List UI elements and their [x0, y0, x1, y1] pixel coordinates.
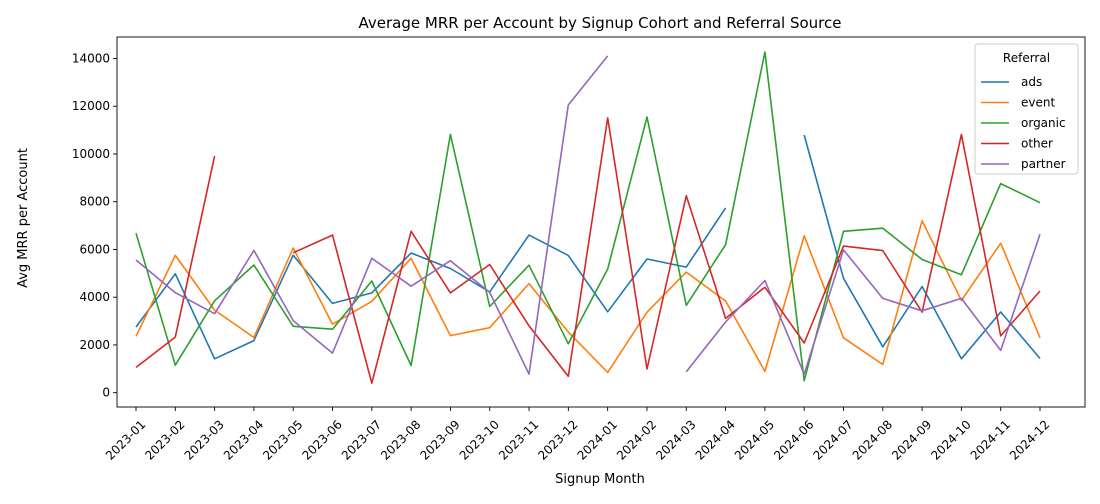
- y-tick-label: 0: [102, 386, 110, 400]
- x-tick-label: 2023-01: [103, 417, 148, 462]
- x-tick-label: 2023-08: [378, 417, 423, 462]
- series-line-event: [135, 220, 1041, 374]
- y-tick-label: 10000: [72, 147, 110, 161]
- chart-title: Average MRR per Account by Signup Cohort…: [359, 14, 842, 32]
- legend-label-organic: organic: [1021, 116, 1066, 130]
- x-tick-label: 2023-09: [417, 417, 462, 462]
- x-axis-label: Signup Month: [555, 472, 645, 487]
- x-tick-label: 2024-11: [968, 417, 1013, 462]
- x-tick-label: 2024-10: [928, 417, 973, 462]
- x-tick-label: 2024-03: [653, 417, 698, 462]
- y-axis-label: Avg MRR per Account: [16, 148, 31, 288]
- x-tick-label: 2023-06: [300, 417, 345, 462]
- x-tick-label: 2023-10: [457, 417, 502, 462]
- x-tick-label: 2023-07: [339, 417, 384, 462]
- x-tick-label: 2023-02: [142, 417, 187, 462]
- series-line-organic: [135, 51, 1041, 382]
- x-tick-label: 2024-02: [614, 417, 659, 462]
- series-group: [135, 51, 1041, 384]
- x-tick-label: 2024-07: [810, 417, 855, 462]
- series-line-partner: [135, 55, 1041, 375]
- x-axis: 2023-012023-022023-032023-042023-052023-…: [103, 407, 1052, 463]
- series-line-other: [135, 117, 1041, 384]
- x-tick-label: 2023-11: [496, 417, 541, 462]
- plot-area: [116, 36, 1086, 408]
- x-tick-label: 2024-12: [1007, 417, 1052, 462]
- x-tick-label: 2023-03: [182, 417, 227, 462]
- x-tick-label: 2023-12: [535, 417, 580, 462]
- x-tick-label: 2024-06: [771, 417, 816, 462]
- y-tick-label: 4000: [79, 290, 110, 304]
- legend-label-ads: ads: [1021, 75, 1042, 89]
- x-tick-label: 2023-05: [260, 417, 305, 462]
- y-tick-label: 14000: [72, 51, 110, 65]
- y-tick-label: 12000: [72, 99, 110, 113]
- x-tick-label: 2024-04: [693, 417, 738, 462]
- x-tick-label: 2024-05: [732, 417, 777, 462]
- y-axis: 0 2000 4000 6000 8000 10000 12000 14000: [72, 51, 117, 400]
- y-tick-label: 8000: [79, 195, 110, 209]
- y-tick-label: 2000: [79, 338, 110, 352]
- plot-frame: [116, 36, 1086, 408]
- x-tick-label: 2024-09: [889, 417, 934, 462]
- legend-label-event: event: [1021, 96, 1055, 110]
- y-tick-label: 6000: [79, 242, 110, 256]
- legend-label-partner: partner: [1021, 157, 1066, 171]
- x-tick-label: 2023-04: [221, 417, 266, 462]
- legend-label-other: other: [1021, 137, 1053, 151]
- x-tick-label: 2024-01: [575, 417, 620, 462]
- legend-title: Referral: [1003, 51, 1050, 65]
- legend-box: [974, 43, 1079, 175]
- x-tick-label: 2024-08: [850, 417, 895, 462]
- legend: Referral ads event organic other partner: [974, 43, 1079, 175]
